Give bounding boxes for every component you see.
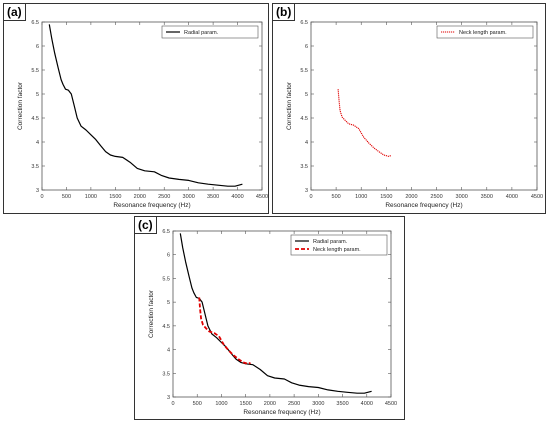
x-tick-label: 3000 bbox=[456, 194, 468, 200]
panel-a: (a) 0 500 1000 1500 2000 2500 3000 3500 4000 4500… bbox=[3, 3, 269, 214]
x-tick-label: 3500 bbox=[481, 194, 493, 200]
y-tick-label: 6 bbox=[36, 44, 39, 50]
x-tick-label: 1000 bbox=[85, 194, 97, 200]
chart-b: 0 500 1000 1500 2000 2500 3000 3500 4000 4500 3 3.5… bbox=[286, 20, 543, 209]
plot-area bbox=[41, 21, 263, 191]
x-tick-label: 1000 bbox=[215, 401, 227, 407]
x-tick-label: 3500 bbox=[207, 194, 219, 200]
y-tick-label: 4 bbox=[36, 140, 39, 146]
x-tick-label: 2500 bbox=[288, 401, 300, 407]
x-tick-label: 0 bbox=[309, 194, 312, 200]
x-tick-label: 2000 bbox=[405, 194, 417, 200]
y-tick-label: 6.5 bbox=[31, 20, 39, 26]
y-tick-label: 5.5 bbox=[31, 68, 39, 74]
y-tick-label: 3.5 bbox=[31, 164, 39, 170]
x-tick-label: 3000 bbox=[312, 401, 324, 407]
y-axis-label: Correction factor bbox=[148, 289, 155, 338]
x-tick-label: 1500 bbox=[380, 194, 392, 200]
y-tick-label: 5 bbox=[36, 92, 39, 98]
y-tick-label: 3 bbox=[167, 395, 170, 401]
plot-area bbox=[172, 230, 392, 398]
panel-tag: (b) bbox=[273, 4, 296, 21]
y-tick-label: 6 bbox=[167, 253, 170, 259]
plot-area bbox=[310, 21, 538, 191]
y-tick-label: 3.5 bbox=[300, 164, 308, 170]
x-tick-label: 500 bbox=[332, 194, 341, 200]
legend-label: Neck length param. bbox=[313, 247, 361, 253]
y-tick-label: 4.5 bbox=[31, 116, 39, 122]
panel-tag: (a) bbox=[4, 4, 26, 21]
x-tick-label: 4000 bbox=[506, 194, 518, 200]
panel-c: (c) 0 500 1000 1500 2000 2500 3000 3500 4000 4500… bbox=[134, 216, 405, 420]
legend-box bbox=[436, 25, 534, 39]
panel-tag: (c) bbox=[135, 217, 157, 234]
x-axis-label: Resonance frequency (Hz) bbox=[385, 202, 462, 209]
y-tick-label: 5.5 bbox=[300, 68, 308, 74]
y-tick-label: 4 bbox=[305, 140, 308, 146]
x-tick-label: 0 bbox=[40, 194, 43, 200]
y-tick-label: 5.5 bbox=[162, 276, 170, 282]
legend-box bbox=[161, 25, 259, 39]
legend-label: Radial param. bbox=[313, 239, 348, 245]
y-tick-label: 6.5 bbox=[162, 229, 170, 235]
x-tick-label: 2000 bbox=[134, 194, 146, 200]
y-axis-label: Correction factor bbox=[17, 81, 24, 130]
legend-box bbox=[290, 234, 388, 256]
x-tick-label: 1000 bbox=[355, 194, 367, 200]
x-axis-label: Resonance frequency (Hz) bbox=[113, 202, 190, 209]
x-tick-label: 4500 bbox=[385, 401, 397, 407]
legend-label: Radial param. bbox=[184, 30, 219, 36]
panel-b: (b) 0 500 1000 1500 2000 2500 3000 3500 4000 4500… bbox=[272, 3, 546, 214]
series-line bbox=[337, 89, 392, 157]
x-tick-label: 0 bbox=[171, 401, 174, 407]
chart-a: 0 500 1000 1500 2000 2500 3000 3500 4000 4500 3 3.5… bbox=[17, 20, 268, 209]
y-tick-label: 3 bbox=[305, 188, 308, 194]
y-axis-label: Correction factor bbox=[286, 81, 293, 130]
x-axis-label: Resonance frequency (Hz) bbox=[243, 409, 320, 416]
x-tick-label: 500 bbox=[193, 401, 202, 407]
chart-c: 0 500 1000 1500 2000 2500 3000 3500 4000 4500 3 3.5… bbox=[148, 229, 397, 416]
x-tick-label: 4500 bbox=[531, 194, 543, 200]
x-tick-label: 1500 bbox=[109, 194, 121, 200]
y-tick-label: 4.5 bbox=[300, 116, 308, 122]
y-tick-label: 5 bbox=[305, 92, 308, 98]
x-tick-label: 4500 bbox=[256, 194, 268, 200]
x-tick-label: 3500 bbox=[336, 401, 348, 407]
x-tick-label: 2500 bbox=[430, 194, 442, 200]
y-tick-label: 6 bbox=[305, 44, 308, 50]
y-tick-label: 4.5 bbox=[162, 324, 170, 330]
y-tick-label: 4 bbox=[167, 348, 170, 354]
x-tick-label: 4000 bbox=[361, 401, 373, 407]
x-tick-label: 4000 bbox=[231, 194, 243, 200]
y-tick-label: 6.5 bbox=[300, 20, 308, 26]
x-tick-label: 2500 bbox=[158, 194, 170, 200]
series-line bbox=[179, 233, 372, 394]
y-tick-label: 5 bbox=[167, 300, 170, 306]
y-tick-label: 3.5 bbox=[162, 371, 170, 377]
x-tick-label: 3000 bbox=[183, 194, 195, 200]
x-tick-label: 500 bbox=[62, 194, 71, 200]
y-tick-label: 3 bbox=[36, 188, 39, 194]
x-tick-label: 2000 bbox=[264, 401, 276, 407]
series-line bbox=[48, 24, 243, 187]
x-tick-label: 1500 bbox=[240, 401, 252, 407]
legend-label: Neck length param. bbox=[459, 30, 507, 36]
